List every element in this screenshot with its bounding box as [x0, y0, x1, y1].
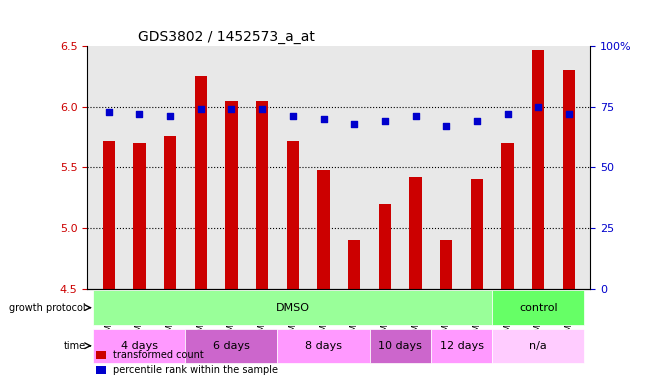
- Bar: [501, 143, 514, 289]
- Point: [349, 121, 360, 127]
- Bar: [493, 290, 584, 325]
- Text: n/a: n/a: [529, 341, 547, 351]
- Point: [564, 111, 574, 117]
- Bar: [225, 101, 238, 289]
- Bar: [93, 290, 493, 325]
- Text: DMSO: DMSO: [276, 303, 310, 313]
- Legend: transformed count, percentile rank within the sample: transformed count, percentile rank withi…: [92, 346, 282, 379]
- Bar: [317, 170, 329, 289]
- Bar: [348, 240, 360, 289]
- Point: [226, 106, 237, 112]
- Bar: [563, 70, 575, 289]
- Point: [533, 104, 544, 110]
- Bar: [471, 179, 483, 289]
- Text: control: control: [519, 303, 558, 313]
- Point: [164, 113, 175, 119]
- Point: [257, 106, 268, 112]
- Bar: [378, 204, 391, 289]
- Bar: [440, 240, 452, 289]
- Text: GDS3802 / 1452573_a_at: GDS3802 / 1452573_a_at: [138, 30, 315, 44]
- Text: 6 days: 6 days: [213, 341, 250, 351]
- Point: [287, 113, 298, 119]
- Text: 12 days: 12 days: [440, 341, 484, 351]
- Point: [318, 116, 329, 122]
- Bar: [287, 141, 299, 289]
- Bar: [185, 329, 278, 363]
- Bar: [256, 101, 268, 289]
- Bar: [370, 329, 431, 363]
- Bar: [195, 76, 207, 289]
- Bar: [278, 329, 370, 363]
- Point: [380, 118, 391, 124]
- Bar: [431, 329, 493, 363]
- Point: [134, 111, 145, 117]
- Text: time: time: [64, 341, 86, 351]
- Bar: [409, 177, 421, 289]
- Bar: [93, 329, 185, 363]
- Text: 8 days: 8 days: [305, 341, 342, 351]
- Text: growth protocol: growth protocol: [9, 303, 86, 313]
- Point: [195, 106, 206, 112]
- Point: [410, 113, 421, 119]
- Bar: [532, 50, 544, 289]
- Text: 10 days: 10 days: [378, 341, 422, 351]
- Point: [503, 111, 513, 117]
- Bar: [103, 141, 115, 289]
- Bar: [164, 136, 176, 289]
- Point: [103, 109, 114, 115]
- Point: [441, 123, 452, 129]
- Bar: [493, 329, 584, 363]
- Point: [472, 118, 482, 124]
- Bar: [134, 143, 146, 289]
- Text: 4 days: 4 days: [121, 341, 158, 351]
